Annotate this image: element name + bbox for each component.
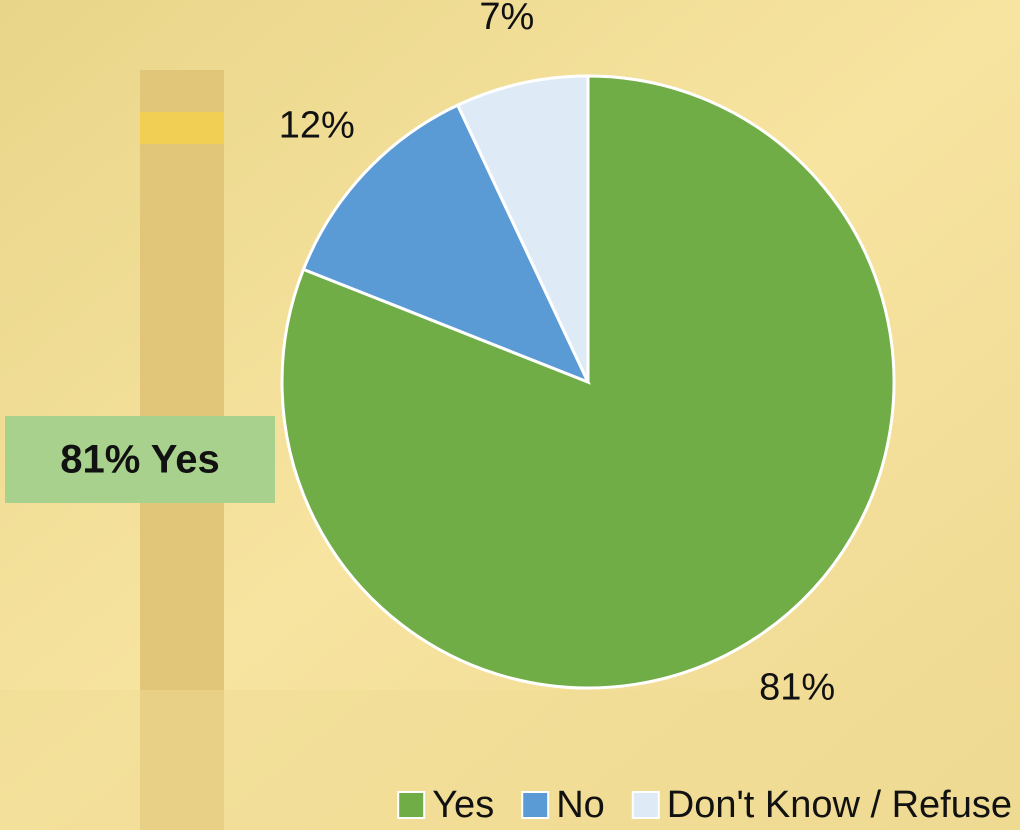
legend-item: No — [521, 784, 605, 826]
data-label: 81% — [759, 667, 835, 709]
legend-swatch — [397, 791, 426, 819]
callout-text: 81% Yes — [60, 438, 219, 482]
data-label: 7% — [479, 0, 534, 38]
data-label: 12% — [279, 104, 355, 146]
legend-item: Yes — [397, 784, 494, 826]
legend-swatch — [521, 791, 550, 819]
pie: 81% 12% 7% — [279, 0, 896, 709]
callout-box — [5, 416, 275, 503]
legend-label: Don't Know / Refuse — [667, 784, 1012, 826]
pie-slice — [301, 103, 591, 385]
legend-label: Yes — [432, 784, 494, 826]
legend-swatch — [631, 791, 660, 819]
pie-slice — [455, 74, 590, 383]
legend-label: No — [556, 784, 605, 826]
post-band — [140, 112, 224, 144]
ground — [0, 690, 1020, 830]
legend: Yes No Don't Know / Refuse — [397, 784, 1012, 826]
legend-item: Don't Know / Refuse — [631, 784, 1012, 826]
